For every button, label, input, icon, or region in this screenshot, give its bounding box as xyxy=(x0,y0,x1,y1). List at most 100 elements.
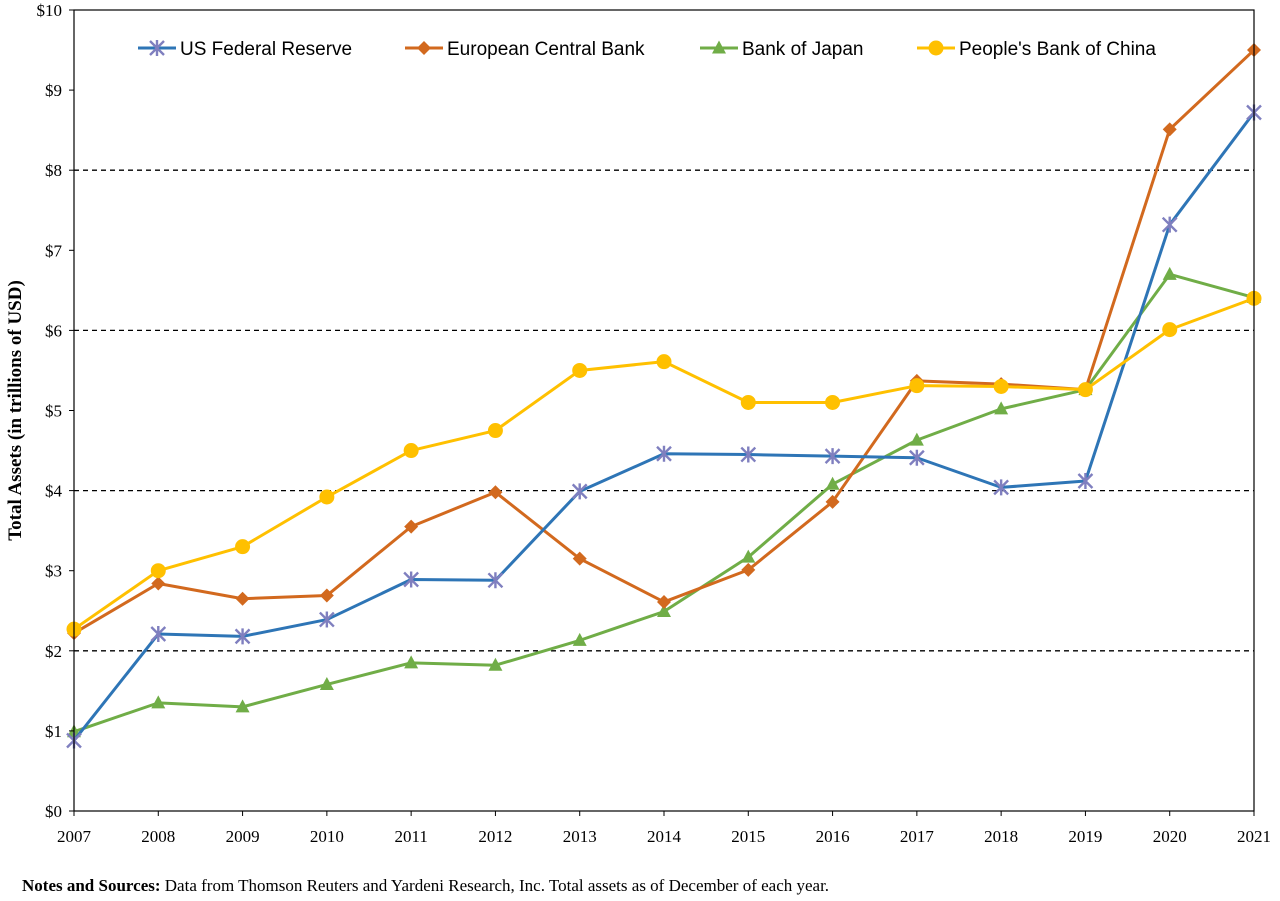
x-axis-ticks: 2007 2008 2009 2010 2011 2012 2013 2014 2015 2016… xyxy=(57,811,1271,846)
x-tick-label: 2012 xyxy=(478,827,512,846)
data-point xyxy=(657,594,671,609)
legend-label: People's Bank of China xyxy=(959,39,1156,60)
x-tick-label: 2017 xyxy=(900,827,935,846)
legend-item: European Central Bank xyxy=(405,39,645,60)
data-point xyxy=(712,40,726,54)
data-point xyxy=(572,551,587,566)
y-tick-label: $8 xyxy=(45,161,62,180)
x-tick-label: 2019 xyxy=(1068,827,1102,846)
y-tick-label: $7 xyxy=(45,241,63,260)
data-point xyxy=(994,401,1009,415)
line-chart: $0 $1 $2 $3 $4 $5 $6 $7 $8 $9 $10 2007 2008 2009 2010… xyxy=(5,1,1271,846)
y-tick-label: $10 xyxy=(37,1,63,20)
legend-label: Bank of Japan xyxy=(742,39,863,60)
y-tick-label: $3 xyxy=(45,562,62,581)
grid-lines xyxy=(74,169,1254,652)
data-point xyxy=(235,539,251,555)
data-point xyxy=(319,611,335,628)
legend-item: People's Bank of China xyxy=(917,39,1156,60)
data-point xyxy=(571,483,588,500)
data-point xyxy=(1162,266,1177,280)
series-line xyxy=(73,272,1255,734)
data-point xyxy=(1077,382,1093,398)
data-point xyxy=(488,657,503,671)
data-point xyxy=(403,443,419,459)
x-tick-label: 2016 xyxy=(816,827,850,846)
y-tick-label: $9 xyxy=(45,81,62,100)
legend-item: US Federal Reserve xyxy=(138,39,352,60)
data-point xyxy=(151,695,166,709)
series-layer xyxy=(66,43,1262,749)
plot-area-frame xyxy=(73,9,1255,812)
legend: US Federal Reserve European Central Bank B… xyxy=(138,39,1156,60)
data-point xyxy=(909,432,924,446)
legend-label: European Central Bank xyxy=(447,39,645,60)
series-bank-of-japan xyxy=(67,266,1261,738)
x-tick-label: 2010 xyxy=(310,827,344,846)
series-line xyxy=(73,296,1255,631)
data-point xyxy=(1077,472,1094,489)
data-point xyxy=(928,40,944,56)
data-point xyxy=(740,394,756,410)
data-point xyxy=(235,591,250,606)
data-point xyxy=(1162,122,1177,137)
data-point xyxy=(741,549,756,563)
data-point xyxy=(825,476,840,490)
data-point xyxy=(993,378,1009,394)
x-tick-label: 2007 xyxy=(57,827,92,846)
x-tick-label: 2018 xyxy=(984,827,1018,846)
data-point xyxy=(319,588,334,603)
series-people-s-bank-of-china xyxy=(66,290,1262,637)
data-point xyxy=(740,446,757,463)
data-point xyxy=(151,576,166,591)
series-us-federal-reserve xyxy=(66,104,1262,749)
data-point xyxy=(488,485,503,500)
data-point xyxy=(149,40,165,56)
x-tick-label: 2011 xyxy=(394,827,427,846)
data-point xyxy=(657,604,671,618)
x-tick-label: 2015 xyxy=(731,827,765,846)
data-point xyxy=(656,445,672,462)
legend-item: Bank of Japan xyxy=(700,39,863,60)
data-point xyxy=(909,378,925,394)
data-point xyxy=(150,625,167,642)
data-point xyxy=(741,562,756,577)
y-axis-label: Total Assets (in trillions of USD) xyxy=(5,280,26,541)
legend-label: US Federal Reserve xyxy=(180,39,352,60)
data-point xyxy=(824,448,841,465)
data-point xyxy=(235,699,250,713)
y-tick-label: $0 xyxy=(45,802,62,821)
series-line xyxy=(73,48,1256,635)
y-tick-label: $6 xyxy=(45,321,62,340)
y-axis-ticks: $0 $1 $2 $3 $4 $5 $6 $7 $8 $9 $10 xyxy=(37,1,74,821)
data-point xyxy=(909,449,925,466)
x-tick-label: 2009 xyxy=(226,827,260,846)
data-point xyxy=(656,354,672,370)
data-point xyxy=(487,423,503,439)
y-tick-label: $1 xyxy=(45,722,62,741)
data-point xyxy=(150,563,166,579)
data-point xyxy=(572,362,588,378)
data-point xyxy=(993,479,1009,496)
y-tick-label: $4 xyxy=(45,482,63,501)
series-line xyxy=(72,111,1256,742)
x-tick-label: 2008 xyxy=(141,827,175,846)
notes-label: Notes and Sources: xyxy=(22,876,161,895)
x-tick-label: 2020 xyxy=(1153,827,1187,846)
data-point xyxy=(404,655,419,669)
x-tick-label: 2021 xyxy=(1237,827,1271,846)
notes-and-sources: Notes and Sources: Data from Thomson Reu… xyxy=(22,876,829,896)
data-point xyxy=(417,41,431,55)
data-point xyxy=(1162,322,1178,338)
data-point xyxy=(403,571,419,588)
x-tick-label: 2014 xyxy=(647,827,682,846)
data-point xyxy=(404,519,419,534)
data-point xyxy=(319,676,334,690)
data-point xyxy=(234,628,251,645)
x-tick-label: 2013 xyxy=(563,827,597,846)
notes-text: Data from Thomson Reuters and Yardeni Re… xyxy=(160,876,830,895)
data-point xyxy=(825,394,841,410)
data-point xyxy=(1161,216,1178,233)
data-point xyxy=(487,572,504,589)
data-point xyxy=(572,632,587,646)
